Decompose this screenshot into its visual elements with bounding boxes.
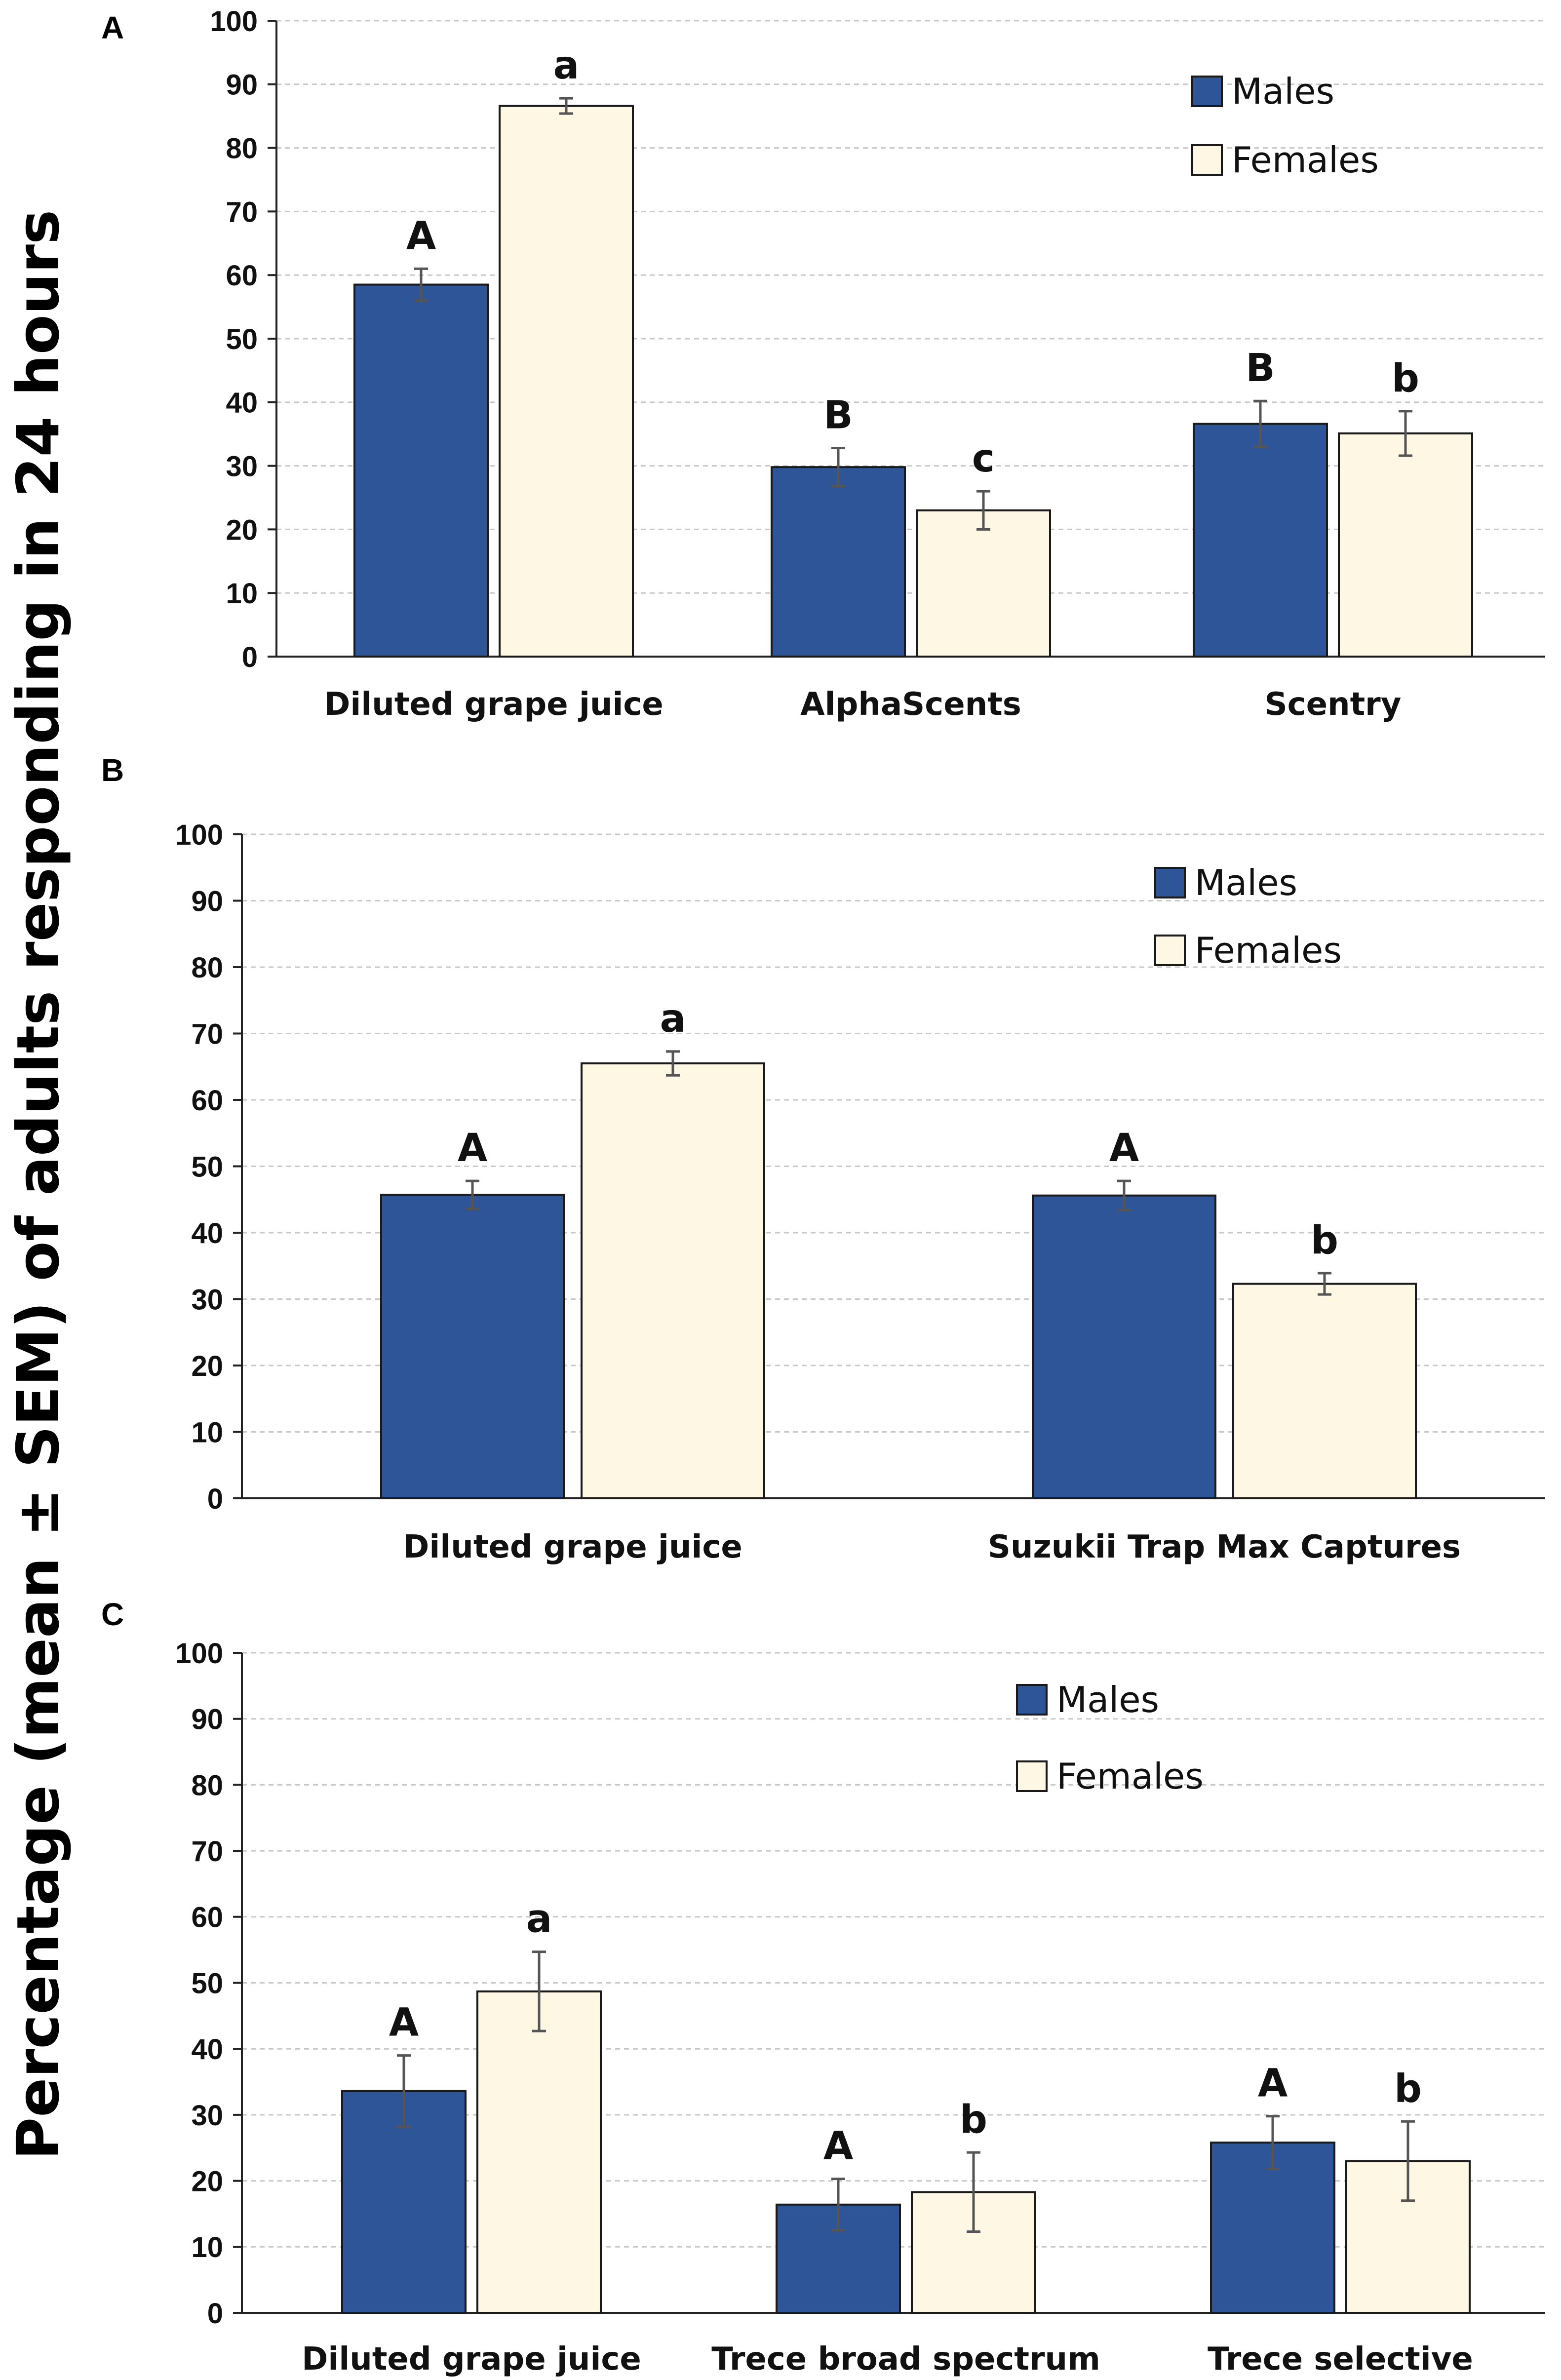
y-tick-label: 50 <box>191 1151 223 1183</box>
significance-letter: b <box>1311 1218 1338 1263</box>
panel-b: B 0 10 20 30 40 50 60 70 80 90 100 Aa Diluted grape j… <box>101 752 1545 1565</box>
y-tick-label: 20 <box>191 2165 223 2197</box>
y-tick-label: 100 <box>175 819 223 851</box>
panel-label: B <box>101 752 124 788</box>
y-tick-label: 40 <box>191 1217 223 1249</box>
significance-letter: A <box>458 1126 487 1170</box>
bar-females <box>1338 432 1473 658</box>
y-tick-label: 40 <box>191 2033 223 2066</box>
legend-swatch-males <box>1191 76 1223 107</box>
legend-label: Males <box>1232 71 1334 112</box>
significance-letter: A <box>1258 2062 1288 2106</box>
bar-males <box>341 2090 467 2314</box>
legend-swatch-females <box>1154 935 1186 966</box>
y-tick-label: 10 <box>191 1416 223 1448</box>
bar-females <box>581 1062 765 1499</box>
category-label: Scentry <box>1265 686 1402 723</box>
category-label: Diluted grape juice <box>324 686 663 723</box>
y-tick-label: 70 <box>191 1018 223 1050</box>
category-label: Diluted grape juice <box>302 2341 641 2378</box>
y-tick-label: 70 <box>191 1835 223 1868</box>
legend-swatch-females <box>1191 144 1223 176</box>
y-tick-label: 90 <box>191 1704 223 1736</box>
significance-letter: A <box>389 2001 419 2045</box>
bar-males <box>1210 2142 1335 2314</box>
significance-letter: a <box>660 997 686 1041</box>
y-tick-label: 100 <box>175 1638 223 1670</box>
significance-letter: b <box>1392 356 1419 401</box>
y-tick-label: 70 <box>226 196 258 228</box>
y-tick-label: 50 <box>226 323 258 355</box>
legend-swatch-males <box>1154 867 1186 898</box>
category-label: Suzukii Trap Max Captures <box>988 1529 1461 1565</box>
significance-letter: c <box>972 436 995 481</box>
bar-males <box>771 466 906 658</box>
panel-c: C 0 10 20 30 40 50 60 70 80 90 100 Aa Diluted grape j… <box>101 1597 1545 2378</box>
panel-a: A 0 10 20 30 40 50 60 70 80 90 100 Aa Diluted grape j… <box>101 5 1545 723</box>
y-tick-label: 0 <box>207 2298 223 2330</box>
bar-males <box>1193 423 1328 658</box>
y-tick-label: 60 <box>226 260 258 292</box>
y-tick-label: 10 <box>226 578 258 610</box>
y-tick-label: 40 <box>226 387 258 419</box>
bar-males <box>380 1194 565 1499</box>
significance-letter: a <box>553 43 580 88</box>
legend-label: Females <box>1232 139 1379 181</box>
y-tick-label: 20 <box>191 1350 223 1382</box>
panel-label: A <box>101 10 124 45</box>
bar-females <box>1232 1283 1417 1499</box>
significance-letter: A <box>1109 1126 1139 1170</box>
legend-label: Females <box>1056 1756 1204 1797</box>
y-tick-label: 100 <box>210 5 258 38</box>
legend-swatch-males <box>1016 1684 1048 1716</box>
y-tick-label: 0 <box>207 1483 223 1515</box>
legend-label: Males <box>1195 862 1297 903</box>
y-tick-label: 90 <box>226 69 258 101</box>
bar-females <box>476 1990 602 2314</box>
y-tick-label: 30 <box>226 450 258 482</box>
bar-females <box>911 2191 1036 2314</box>
panel-label: C <box>101 1597 124 1632</box>
significance-letter: A <box>406 214 436 258</box>
significance-letter: B <box>823 393 853 438</box>
y-tick-label: 60 <box>191 1085 223 1117</box>
legend-swatch-females <box>1016 1760 1048 1792</box>
y-tick-label: 0 <box>242 641 258 673</box>
significance-letter: B <box>1246 346 1275 390</box>
y-tick-label: 30 <box>191 1284 223 1316</box>
bar-males <box>1032 1194 1216 1499</box>
significance-letter: a <box>526 1897 552 1942</box>
y-tick-label: 60 <box>191 1902 223 1934</box>
y-tick-label: 10 <box>191 2231 223 2263</box>
bar-males <box>353 283 489 658</box>
y-axis-label: Percentage (mean ± SEM) of adults respon… <box>4 210 72 2160</box>
category-label: AlphaScents <box>800 686 1021 723</box>
y-tick-label: 90 <box>191 885 223 917</box>
y-tick-label: 50 <box>191 1967 223 1999</box>
y-tick-label: 80 <box>226 132 258 164</box>
category-label: Trece selective <box>1208 2341 1473 2378</box>
bar-females <box>499 105 634 658</box>
category-label: Trece broad spectrum <box>711 2341 1100 2378</box>
y-tick-label: 80 <box>191 952 223 984</box>
legend-label: Males <box>1056 1679 1159 1720</box>
y-tick-label: 80 <box>191 1769 223 1801</box>
legend-label: Females <box>1195 930 1342 971</box>
significance-letter: b <box>960 2098 987 2142</box>
category-label: Diluted grape juice <box>403 1529 742 1565</box>
y-tick-label: 30 <box>191 2100 223 2132</box>
significance-letter: A <box>823 2124 853 2169</box>
y-tick-label: 20 <box>226 514 258 546</box>
significance-letter: b <box>1394 2067 1422 2111</box>
bar-females <box>916 509 1051 658</box>
